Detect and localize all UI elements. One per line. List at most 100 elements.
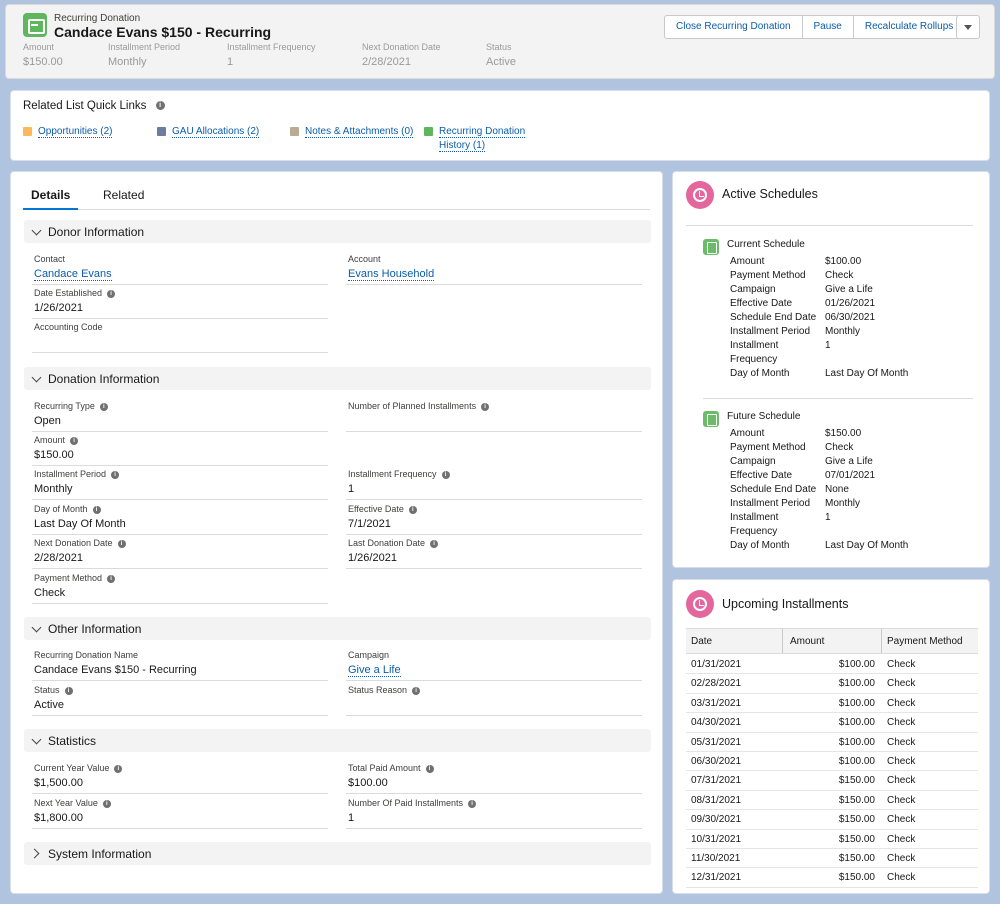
cell-date: 04/30/2021 [691, 717, 742, 729]
field-planned-installments: Number of Planned Installments i [346, 399, 642, 432]
info-icon[interactable]: i [425, 764, 434, 773]
info-icon[interactable]: i [102, 799, 111, 808]
info-icon[interactable]: i [481, 402, 490, 411]
quick-links-title: Related List Quick Links i [23, 100, 165, 112]
column-header-amount[interactable]: Amount [790, 636, 825, 647]
cell-payment-method: Check [887, 775, 916, 787]
field-status: Status i Active [32, 683, 328, 716]
upcoming-installments-card: Upcoming Installments Date Amount Paymen… [672, 579, 990, 894]
info-icon[interactable]: i [408, 505, 417, 514]
field-next-donation-date: Next Donation Date i 2/28/2021 [32, 536, 328, 569]
section-system-information[interactable]: System Information [24, 842, 651, 865]
chevron-down-icon [31, 734, 42, 745]
close-recurring-donation-button[interactable]: Close Recurring Donation [665, 16, 803, 38]
header-field-installment-frequency: Installment Frequency 1 [227, 42, 316, 68]
field-payment-method: Payment Method i Check [32, 571, 328, 604]
column-header-date[interactable]: Date [691, 636, 713, 647]
field-recurring-type: Recurring Type i Open [32, 399, 328, 432]
table-row: 07/31/2021 $150.00 Check [686, 771, 978, 791]
quick-link-recurring-donation-history[interactable]: Recurring Donation History (1) [439, 126, 526, 152]
upcoming-installments-title: Upcoming Installments [722, 597, 849, 611]
recalculate-rollups-button[interactable]: Recalculate Rollups [864, 21, 954, 32]
divider [686, 225, 973, 226]
cell-payment-method: Check [887, 756, 916, 767]
cell-amount: $100.00 [838, 756, 875, 767]
table-row: 04/30/2021 $100.00 Check [686, 713, 978, 733]
chevron-down-icon [31, 225, 42, 236]
section-other-information[interactable]: Other Information [24, 617, 651, 640]
divider [703, 398, 973, 399]
field-amount: Amount i $150.00 [32, 433, 328, 466]
column-header-payment-method[interactable]: Payment Method [887, 636, 963, 647]
recurring-donation-icon [23, 13, 47, 37]
table-row: 12/31/2021 $150.00 Check [686, 868, 978, 888]
cell-payment-method: Check [887, 833, 916, 845]
cell-date: 11/30/2021 [691, 853, 741, 864]
cell-date: 05/31/2021 [691, 736, 742, 748]
more-actions-dropdown-button[interactable] [956, 15, 980, 39]
schedule-icon [703, 411, 719, 427]
recurring-donation-history-icon [424, 127, 433, 136]
cell-amount: $100.00 [838, 717, 875, 729]
info-icon[interactable]: i [107, 574, 116, 583]
header-button-group: Close Recurring Donation Pause Recalcula… [664, 15, 966, 39]
info-icon[interactable]: i [107, 289, 116, 298]
cell-date: 09/30/2021 [691, 814, 742, 826]
tab-details[interactable]: Details [23, 188, 79, 210]
info-icon[interactable]: i [468, 799, 477, 808]
info-icon[interactable]: i [64, 686, 73, 695]
quick-link-notes-attachments[interactable]: Notes & Attachments (0) [305, 126, 414, 138]
chevron-right-icon [29, 848, 40, 859]
current-schedule-title: Current Schedule [727, 239, 805, 250]
record-header: Recurring Donation Candace Evans $150 - … [5, 4, 995, 79]
column-divider [881, 629, 882, 653]
cell-amount: $100.00 [838, 659, 875, 670]
info-icon[interactable]: i [99, 402, 108, 411]
section-donation-information[interactable]: Donation Information [24, 367, 651, 390]
field-recurring-donation-name: Recurring Donation Name Candace Evans $1… [32, 648, 328, 681]
related-list-quick-links: Related List Quick Links i Opportunities… [10, 90, 990, 161]
field-day-of-month: Day of Month i Last Day Of Month [32, 502, 328, 535]
cell-date: 06/30/2021 [691, 756, 742, 767]
field-installment-period: Installment Period i Monthly [32, 467, 328, 500]
field-date-established: Date Established i 1/26/2021 [32, 286, 328, 319]
clock-icon [686, 590, 714, 618]
cell-amount: $100.00 [838, 678, 875, 690]
active-schedules-title: Active Schedules [722, 187, 818, 201]
info-icon[interactable]: i [412, 686, 421, 695]
field-effective-date: Effective Date i 7/1/2021 [346, 502, 642, 535]
record-title: Candace Evans $150 - Recurring [54, 24, 272, 40]
info-icon[interactable]: i [430, 539, 439, 548]
chevron-down-icon [31, 622, 42, 633]
info-icon[interactable]: i [155, 101, 165, 111]
schedule-icon [703, 239, 719, 255]
section-statistics[interactable]: Statistics [24, 729, 651, 752]
table-header: Date Amount Payment Method [686, 628, 978, 654]
quick-link-opportunities[interactable]: Opportunities (2) [38, 126, 113, 138]
cell-payment-method: Check [887, 659, 916, 670]
info-icon[interactable]: i [117, 539, 126, 548]
info-icon[interactable]: i [70, 436, 79, 445]
field-current-year-value: Current Year Value i $1,500.00 [32, 761, 328, 794]
field-account: Account Evans Household [346, 252, 642, 285]
table-row: 09/30/2021 $150.00 Check [686, 810, 978, 830]
info-icon[interactable]: i [92, 505, 101, 514]
info-icon[interactable]: i [114, 764, 123, 773]
info-icon[interactable]: i [441, 470, 450, 479]
quick-link-gau-allocations[interactable]: GAU Allocations (2) [172, 126, 260, 138]
field-contact: Contact Candace Evans [32, 252, 328, 285]
chevron-down-icon [31, 372, 42, 383]
cell-date: 01/31/2021 [691, 659, 742, 670]
table-row: 02/28/2021 $100.00 Check [686, 674, 978, 694]
cell-payment-method: Check [887, 814, 916, 826]
section-donor-information[interactable]: Donor Information [24, 220, 651, 243]
info-icon[interactable]: i [111, 470, 120, 479]
cell-date: 08/31/2021 [691, 794, 742, 806]
cell-amount: $150.00 [838, 775, 875, 787]
pause-button[interactable]: Pause [803, 16, 854, 38]
tab-related[interactable]: Related [103, 188, 145, 202]
column-divider [782, 629, 783, 653]
table-row: 05/31/2021 $100.00 Check [686, 733, 978, 752]
cell-amount: $100.00 [838, 736, 875, 748]
field-number-of-paid-installments: Number Of Paid Installments i 1 [346, 796, 642, 829]
